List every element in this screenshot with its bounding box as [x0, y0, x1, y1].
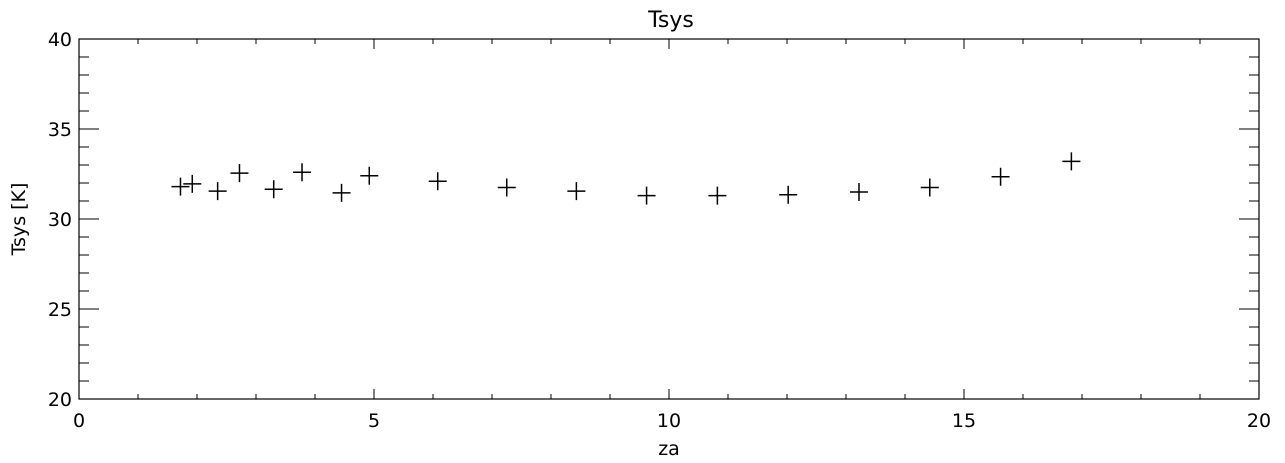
data-point — [333, 184, 351, 202]
data-point — [209, 182, 227, 200]
data-point — [265, 180, 283, 198]
plot-frame — [79, 39, 1259, 399]
y-tick-labels: 20 25 30 35 40 — [48, 29, 72, 411]
x-axis-label: za — [658, 438, 680, 460]
y-tick-label: 40 — [48, 29, 72, 51]
data-point — [1062, 152, 1080, 170]
data-point — [708, 187, 726, 205]
x-tick-label: 5 — [368, 410, 380, 432]
x-tick-label: 0 — [73, 410, 85, 432]
y-axis-label: Tsys [K] — [8, 183, 30, 257]
data-point — [498, 179, 516, 197]
data-point — [429, 172, 447, 190]
x-tick-labels: 0 5 10 15 20 — [73, 410, 1271, 432]
x-tick-label: 15 — [952, 410, 976, 432]
y-tick-label: 25 — [48, 299, 72, 321]
data-point — [779, 186, 797, 204]
y-tick-label: 30 — [48, 209, 72, 231]
y-tick-label: 20 — [48, 389, 72, 411]
data-point — [230, 164, 248, 182]
data-point — [992, 168, 1010, 186]
axis-ticks — [79, 39, 1259, 399]
data-point — [850, 183, 868, 201]
data-point — [567, 182, 585, 200]
chart-title: Tsys — [647, 8, 694, 33]
x-tick-label: 10 — [657, 410, 681, 432]
data-point — [293, 163, 311, 181]
data-point — [171, 178, 189, 196]
data-point — [183, 175, 201, 193]
y-tick-label: 35 — [48, 119, 72, 141]
data-point — [921, 179, 939, 197]
data-points — [171, 152, 1080, 204]
data-point — [638, 187, 656, 205]
data-point — [360, 167, 378, 185]
x-tick-label: 20 — [1247, 410, 1271, 432]
